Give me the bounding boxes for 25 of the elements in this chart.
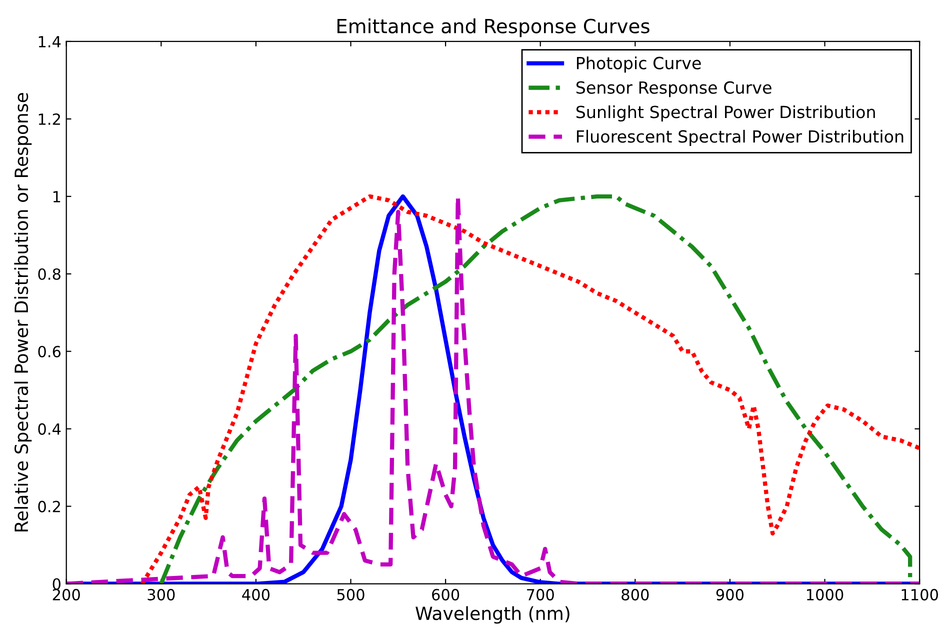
x-tick-label: 1000: [806, 588, 844, 600]
y-tick-label: 0.4: [38, 423, 61, 435]
x-tick-label: 900: [716, 588, 744, 600]
legend-label: Sunlight Spectral Power Distribution: [576, 105, 875, 122]
y-tick-label: 0.2: [38, 500, 60, 512]
y-tick-label: 0.6: [38, 346, 61, 358]
y-tick-label: 1: [53, 191, 60, 202]
y-tick-label: 1.2: [38, 113, 60, 125]
legend-label: Sensor Response Curve: [576, 81, 772, 98]
y-axis-title: Relative Spectral Power Distribution or Response: [14, 93, 32, 532]
y-tick-label: 0: [52, 578, 60, 590]
chart-title: Emittance and Response Curves: [337, 18, 650, 38]
x-tick-label: 700: [527, 588, 554, 600]
legend-label: Photopic Curve: [576, 56, 701, 73]
legend-label: Fluorescent Spectral Power Distribution: [576, 130, 904, 146]
x-tick-label: 1100: [902, 588, 938, 600]
x-tick-label: 400: [242, 588, 270, 600]
x-tick-label: 300: [148, 588, 175, 600]
x-tick-label: 500: [337, 588, 364, 600]
y-tick-label: 1.4: [38, 36, 61, 48]
x-axis-title: Wavelength (nm): [416, 606, 570, 624]
x-tick-label: 800: [622, 588, 649, 600]
x-tick-label: 200: [52, 588, 80, 600]
y-tick-label: 0.8: [38, 268, 60, 280]
x-tick-label: 600: [432, 588, 460, 600]
